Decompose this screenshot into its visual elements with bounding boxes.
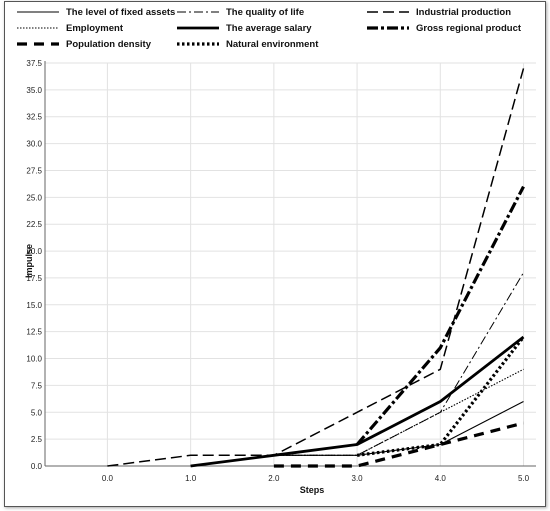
series-lines (107, 68, 525, 468)
series-line-3 (107, 68, 525, 467)
y-tick-label: 27.5 (26, 166, 42, 175)
legend-label: The level of fixed assets (66, 7, 175, 18)
series-line-6 (355, 185, 525, 446)
line-chart: 0.0 2.5 5.0 7.5 10.0 12.5 15.0 17.5 20.0 22.5 25.0… (17, 7, 536, 495)
legend: The level of fixed assets The quality of … (17, 7, 522, 50)
legend-label: Employment (66, 23, 124, 34)
y-tick-label: 35.0 (26, 86, 42, 95)
x-tick-label: 1.0 (185, 474, 197, 483)
y-tick-label: 17.5 (26, 274, 42, 283)
axes (44, 61, 536, 467)
y-tick-label: 15.0 (26, 301, 42, 310)
y-tick-label: 37.5 (26, 59, 42, 68)
series-line-4 (190, 368, 524, 467)
grid-lines (45, 62, 536, 467)
y-tick-label: 12.5 (26, 328, 42, 337)
legend-label: Population density (66, 39, 152, 50)
chart-frame: 0.0 2.5 5.0 7.5 10.0 12.5 15.0 17.5 20.0 22.5 25.0… (4, 1, 546, 507)
x-tick-label: 5.0 (518, 474, 530, 483)
y-tick-labels: 0.0 2.5 5.0 7.5 10.0 12.5 15.0 17.5 20.0 22.5 25.0… (26, 59, 42, 471)
y-tick-label: 22.5 (26, 220, 42, 229)
x-tick-label: 3.0 (352, 474, 364, 483)
y-axis-label: Impulse (24, 244, 34, 278)
y-tick-label: 10.0 (26, 355, 42, 364)
legend-label: Industrial production (416, 7, 511, 18)
x-tick-label: 2.0 (268, 474, 280, 483)
legend-label: Gross regional product (416, 23, 522, 34)
y-tick-label: 25.0 (26, 193, 42, 202)
x-tick-label: 4.0 (435, 474, 447, 483)
x-tick-label: 0.0 (102, 474, 114, 483)
x-tick-labels: 0.0 1.0 2.0 3.0 4.0 5.0 (102, 474, 530, 483)
y-tick-label: 2.5 (31, 435, 43, 444)
y-tick-label: 0.0 (31, 462, 43, 471)
x-axis-label: Steps (300, 485, 325, 495)
y-tick-label: 5.0 (31, 408, 43, 417)
legend-label: The average salary (226, 23, 312, 34)
y-tick-label: 20.0 (26, 247, 42, 256)
y-tick-label: 32.5 (26, 113, 42, 122)
y-tick-label: 30.0 (26, 140, 42, 149)
legend-label: Natural environment (226, 39, 319, 50)
y-tick-label: 7.5 (31, 381, 43, 390)
legend-label: The quality of life (226, 7, 304, 18)
series-line-7 (273, 421, 524, 468)
